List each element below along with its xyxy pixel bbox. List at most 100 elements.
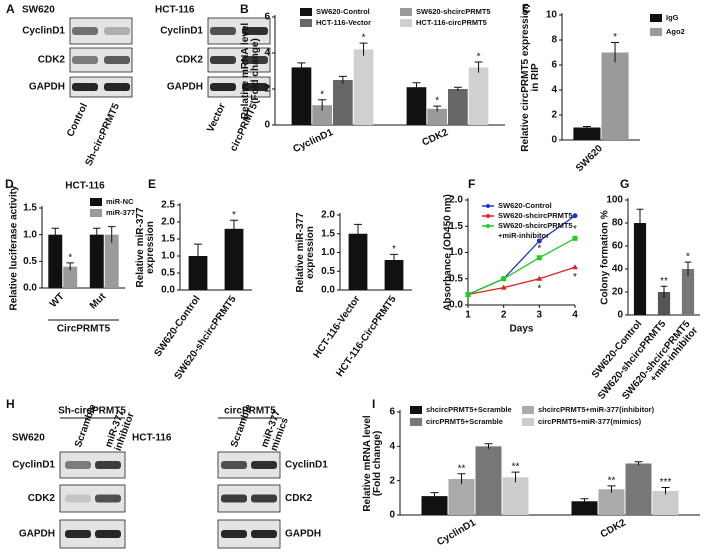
blot-row-label: CDK2 xyxy=(28,493,56,504)
y-tick-label: 1.0 xyxy=(321,247,335,258)
blot-band xyxy=(210,27,236,35)
x-tick-label: Mut xyxy=(88,291,109,312)
bar xyxy=(601,52,629,140)
bar xyxy=(89,234,104,288)
significance: * xyxy=(477,52,481,63)
blot-band xyxy=(242,56,268,64)
panel-label: B xyxy=(240,2,249,16)
panel-label: A xyxy=(6,2,15,16)
blot-band xyxy=(104,56,130,64)
x-tick-label: CDK2 xyxy=(599,517,628,540)
blot-title: SW620 xyxy=(22,5,55,16)
y-tick-label: 60 xyxy=(612,241,624,252)
error-bar xyxy=(66,262,74,271)
y-tick-label: 0 xyxy=(551,135,557,146)
legend-swatch xyxy=(522,418,534,426)
legend-swatch xyxy=(400,8,412,16)
blot-band xyxy=(95,530,121,538)
error-bar xyxy=(684,261,692,276)
bar xyxy=(348,233,368,290)
x-tick-label: 3 xyxy=(537,310,543,321)
bar xyxy=(104,234,119,288)
legend-label: SW620-shcircPRMT5 +miR-inhibitor xyxy=(498,221,573,240)
blot-title: HCT-116 xyxy=(132,433,172,444)
y-tick-label: 2.0 xyxy=(321,210,335,221)
y-tick-label: 8 xyxy=(551,35,557,46)
blot-band xyxy=(221,461,247,469)
error-bar xyxy=(194,243,202,268)
bar xyxy=(48,234,63,288)
blot-band xyxy=(251,494,277,503)
blot-band xyxy=(242,83,268,91)
significance: * xyxy=(573,224,577,235)
legend-label: SW620-Control xyxy=(316,7,370,16)
x-tick-label: SW620-shcircPRMT5 xyxy=(173,294,239,382)
y-tick-label: 4 xyxy=(264,48,270,59)
legend-label: circPRMT5+miR-377(mimics) xyxy=(538,417,642,426)
error-bar xyxy=(51,227,60,242)
legend-label: Ago2 xyxy=(666,27,685,36)
legend-label: miR-377 xyxy=(106,208,135,217)
y-tick-label: 6 xyxy=(264,12,270,23)
blot-title: SW620 xyxy=(12,433,45,444)
legend-swatch xyxy=(90,209,102,217)
significance: ** xyxy=(512,462,520,473)
line xyxy=(467,266,576,296)
x-tick-label: CDK2 xyxy=(421,127,451,149)
legend-marker xyxy=(486,204,490,208)
marker xyxy=(572,235,578,241)
chart-title: HCT-116 xyxy=(65,181,105,192)
y-tick-label: 0 xyxy=(617,310,623,321)
y-axis-label: Colony formation % xyxy=(600,210,611,305)
y-tick-label: 4 xyxy=(389,441,395,452)
panel-label: C xyxy=(522,2,531,16)
blot-band xyxy=(210,56,236,64)
marker xyxy=(536,238,542,244)
significance: * xyxy=(392,244,396,255)
blot-band xyxy=(72,56,98,64)
error-bar xyxy=(634,461,643,466)
marker xyxy=(501,276,507,282)
legend-swatch xyxy=(650,14,662,22)
bar xyxy=(63,266,78,288)
bar xyxy=(353,49,374,125)
blot-strip xyxy=(207,76,271,98)
significance: ** xyxy=(608,475,616,486)
y-tick-label: 2.5 xyxy=(161,200,175,211)
error-bar xyxy=(484,443,493,449)
panel-label: H xyxy=(6,397,15,411)
y-tick-label: 2 xyxy=(264,84,270,95)
y-tick-label: 0.5 xyxy=(161,268,175,279)
bar xyxy=(573,127,601,140)
y-tick-label: 1.5 xyxy=(449,221,463,232)
legend-label: shcircPRMT5+miR-377(inhibitor) xyxy=(538,405,655,414)
marker xyxy=(572,213,578,219)
significance: * xyxy=(320,89,324,100)
y-tick-label: 0.0 xyxy=(23,283,37,294)
error-bar xyxy=(354,223,362,244)
bar xyxy=(475,446,502,515)
error-bar xyxy=(318,99,327,111)
error-bar xyxy=(580,498,589,504)
error-bar xyxy=(230,219,238,238)
bar xyxy=(312,105,332,125)
error-bar xyxy=(611,42,620,63)
blot-band xyxy=(104,27,130,35)
lane-label: Control xyxy=(65,102,90,139)
blot-band xyxy=(251,530,277,538)
y-tick-label: 1.0 xyxy=(449,247,463,258)
blot-band xyxy=(242,27,268,35)
error-bar xyxy=(433,105,442,112)
bar xyxy=(448,89,468,125)
significance: ** xyxy=(660,276,668,287)
y-tick-label: 4 xyxy=(551,85,557,96)
bar xyxy=(333,80,353,125)
blot-group: Sh-circPRMT5 xyxy=(58,406,126,417)
y-axis-label: Relative miR-377expression xyxy=(135,207,156,287)
blot-row-label: CyclinD1 xyxy=(22,26,65,37)
legend-label: SW620-shcircPRMT5 xyxy=(416,7,491,16)
blot-group: circPRMT5 xyxy=(224,406,276,417)
blot-row-label: GAPDH xyxy=(285,529,321,540)
blot-row-label: CDK2 xyxy=(38,55,66,66)
panel-label: D xyxy=(5,177,14,191)
